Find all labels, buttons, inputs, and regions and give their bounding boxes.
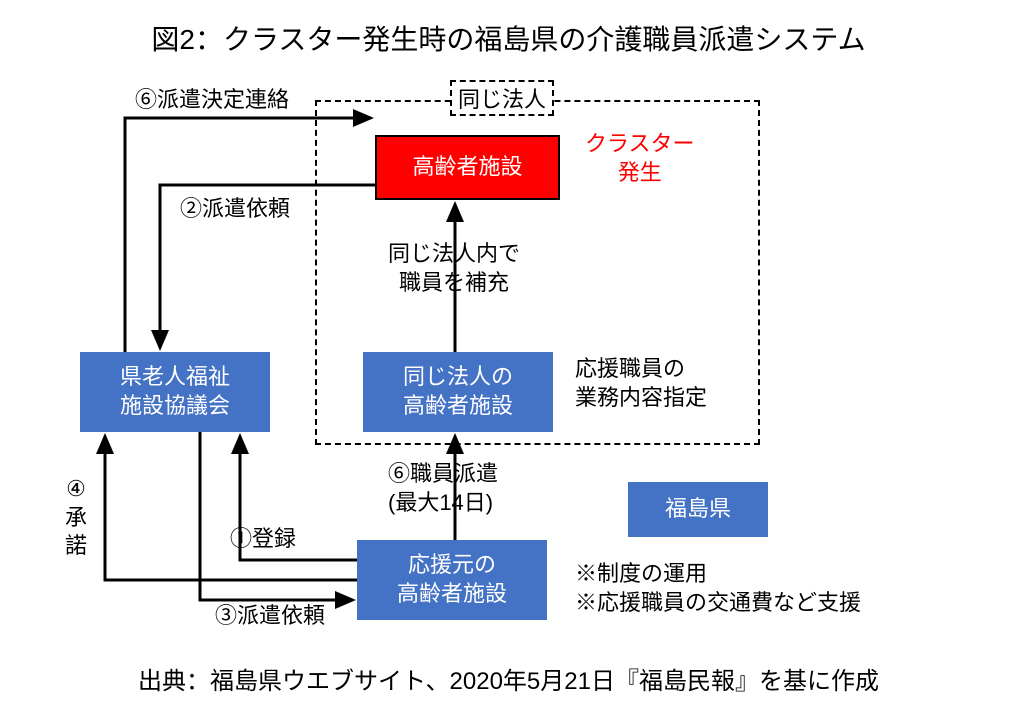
edge-label-4: ④ 承 諾: [65, 475, 87, 561]
edge-label-1: ①登録: [230, 525, 296, 554]
diagram-title: 図2：クラスター発生時の福島県の介護職員派遣システム: [0, 18, 1017, 58]
edge-label-2: ②派遣依頼: [180, 195, 290, 224]
edge-label-internal: 同じ法人内で 職員を補充: [388, 240, 520, 297]
edge-label-3: ③派遣依頼: [215, 602, 325, 631]
node-same-corp-facility: 同じ法人の 高齢者施設: [363, 352, 553, 432]
node-fukushima: 福島県: [628, 482, 768, 537]
arrow-src-to-council-accept: [105, 436, 357, 580]
source-citation: 出典：福島県ウエブサイト、2020年5月21日『福島民報』を基に作成: [0, 661, 1017, 696]
arrow-council-to-src-request: [200, 432, 353, 600]
node-elderly-facility: 高齢者施設: [375, 135, 560, 200]
cluster-note: クラスター 発生: [585, 130, 695, 187]
same-corp-group-label: 同じ法人: [450, 80, 554, 116]
fukushima-note: ※制度の運用 ※応援職員の交通費など支援: [575, 560, 861, 617]
edge-label-6b: ⑥職員派遣 (最大14日): [388, 460, 498, 517]
support-staff-note: 応援職員の 業務内容指定: [575, 355, 707, 412]
node-council: 県老人福祉 施設協議会: [80, 352, 270, 432]
node-support-source-facility: 応援元の 高齢者施設: [357, 540, 547, 620]
edge-label-6a: ⑥派遣決定連絡: [135, 86, 289, 115]
